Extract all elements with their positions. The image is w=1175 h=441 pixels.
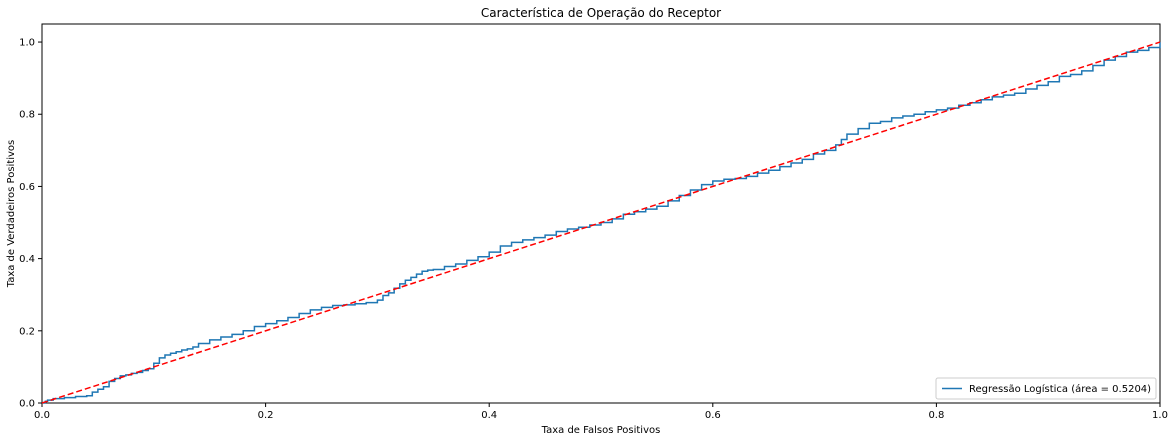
x-tick-label: 1.0 — [1152, 410, 1168, 421]
x-axis-label: Taxa de Falsos Positivos — [541, 425, 661, 436]
x-tick-label: 0.2 — [258, 410, 274, 421]
x-tick-label: 0.8 — [928, 410, 944, 421]
chart-title: Característica de Operação do Receptor — [481, 6, 721, 20]
y-tick-label: 0.8 — [19, 110, 35, 121]
x-tick-label: 0.6 — [705, 410, 721, 421]
legend-label: Regressão Logística (área = 0.5204) — [969, 383, 1151, 395]
series-lines — [41, 41, 1161, 404]
y-tick-label: 0.4 — [19, 254, 35, 265]
x-tick-label: 0.0 — [34, 410, 50, 421]
x-tick-label: 0.4 — [481, 410, 497, 421]
random-classifier-line — [41, 41, 1161, 404]
y-axis-ticks: 0.0 0.2 0.4 0.6 0.8 1.0 — [19, 38, 42, 410]
plot-frame — [41, 23, 1161, 404]
plot-area: 0.0 0.2 0.4 0.6 0.8 1.0 0.0 0.2 0.4 0.6 0.8 1.0 — [19, 23, 1168, 421]
legend: Regressão Logística (área = 0.5204) — [935, 377, 1157, 400]
roc-curve-line — [42, 42, 1161, 404]
x-axis-ticks: 0.0 0.2 0.4 0.6 0.8 1.0 — [34, 403, 1168, 421]
y-tick-label: 1.0 — [19, 38, 35, 49]
y-tick-label: 0.6 — [19, 182, 35, 193]
y-tick-label: 0.2 — [19, 326, 35, 337]
legend-box — [935, 377, 1157, 400]
y-axis-label: Taxa de Verdadeiros Positivos — [6, 140, 17, 289]
y-tick-label: 0.0 — [19, 399, 35, 410]
